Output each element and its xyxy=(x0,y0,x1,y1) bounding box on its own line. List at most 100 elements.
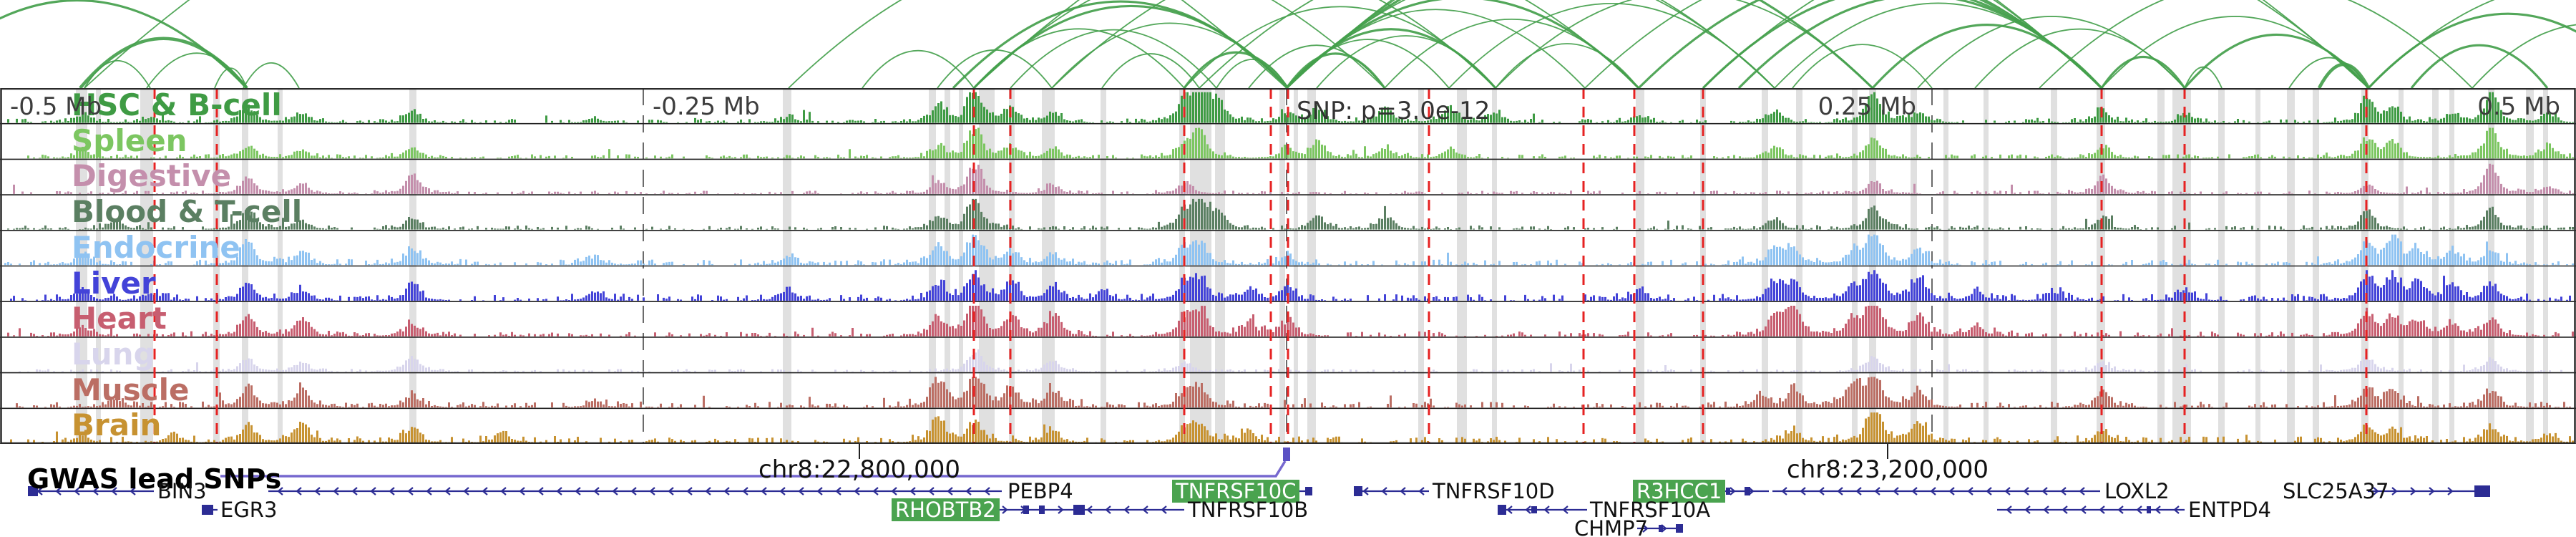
signal-tracks-area: HSC & B-cell Spleen Digestive Blood & T-cel… xyxy=(0,88,2576,444)
strand-arrow-icon xyxy=(556,487,562,495)
interaction-arc xyxy=(1286,0,2102,88)
strand-arrow-icon xyxy=(277,487,283,495)
interaction-arc xyxy=(79,37,248,88)
interaction-arc xyxy=(1495,0,1873,88)
strand-arrow-icon xyxy=(2079,487,2085,495)
strand-arrow-icon xyxy=(668,487,674,495)
strand-arrow-icon xyxy=(816,487,823,495)
strand-arrow-icon xyxy=(1562,505,1568,514)
gene-label-r3hcc1: R3HCC1 xyxy=(1633,480,1726,503)
strand-arrow-icon xyxy=(351,487,358,495)
axis-label: 0.25 Mb xyxy=(1818,92,1916,121)
interaction-arc xyxy=(1216,59,1289,88)
strand-arrow-icon xyxy=(1381,487,1387,495)
interaction-arc xyxy=(2183,34,2370,88)
interaction-arc xyxy=(788,0,1385,88)
gene-label-rhobtb2: RHOBTB2 xyxy=(892,498,1000,521)
interaction-arc xyxy=(2368,0,2495,88)
interaction-arc xyxy=(1792,44,1933,88)
gwas-snp-marker xyxy=(1283,448,1290,461)
strand-arrow-icon xyxy=(965,487,972,495)
gene-exon-box xyxy=(1073,505,1080,515)
strand-arrow-icon xyxy=(333,487,339,495)
strand-arrow-icon xyxy=(779,487,786,495)
strand-arrow-icon xyxy=(1818,487,1825,495)
interaction-arc xyxy=(862,49,975,88)
strand-arrow-icon xyxy=(1418,487,1425,495)
strand-arrow-icon xyxy=(2136,505,2142,514)
interaction-arc xyxy=(973,0,1496,88)
gene-exon-box xyxy=(28,486,38,496)
interaction-arc xyxy=(1286,0,2369,88)
gene-exon-box xyxy=(1659,525,1663,532)
strand-arrow-icon xyxy=(1800,487,1806,495)
strand-arrow-icon xyxy=(2099,505,2105,514)
strand-arrow-icon xyxy=(1893,487,1899,495)
interaction-arc xyxy=(1010,29,1217,88)
interaction-arc xyxy=(2039,0,2473,88)
strand-arrow-icon xyxy=(1086,505,1093,514)
strand-arrow-icon xyxy=(1123,505,1130,514)
strand-arrow-icon xyxy=(1729,487,1736,495)
gene-exon-box xyxy=(1531,506,1537,513)
strand-arrow-icon xyxy=(1002,505,1008,514)
strand-arrow-icon xyxy=(444,487,451,495)
gene-label-egr3: EGR3 xyxy=(220,498,278,522)
strand-arrow-icon xyxy=(947,487,953,495)
track-label-hsc-b-cell: HSC & B-cell xyxy=(72,87,282,122)
strand-arrow-icon xyxy=(2173,505,2180,514)
strand-arrow-icon xyxy=(630,487,637,495)
interaction-arc xyxy=(1448,3,1775,88)
gene-label-tnfrsf10c: TNFRSF10C xyxy=(1172,480,1300,503)
track-label-lung: Lung xyxy=(72,336,155,372)
gene-exon-box xyxy=(1676,524,1683,533)
strand-arrow-icon xyxy=(705,487,711,495)
signal-track-hsc-b-cell xyxy=(7,92,2574,123)
strand-arrow-icon xyxy=(1161,505,1167,514)
strand-arrow-icon xyxy=(854,487,860,495)
strand-arrow-icon xyxy=(92,487,99,495)
strand-arrow-icon xyxy=(1142,505,1148,514)
strand-arrow-icon xyxy=(537,487,544,495)
strand-arrow-icon xyxy=(2117,505,2124,514)
coordinate-label: chr8:23,200,000 xyxy=(1787,455,1989,484)
interaction-arc xyxy=(1637,0,2103,88)
strand-arrow-icon xyxy=(1525,505,1531,514)
strand-arrow-icon xyxy=(389,487,395,495)
track-label-heart: Heart xyxy=(72,301,167,337)
signal-track-brain xyxy=(4,412,2574,443)
strand-arrow-icon xyxy=(872,487,879,495)
strand-arrow-icon xyxy=(370,487,376,495)
strand-arrow-icon xyxy=(130,487,136,495)
strand-arrow-icon xyxy=(74,487,80,495)
track-label-spleen: Spleen xyxy=(72,122,187,158)
strand-arrow-icon xyxy=(463,487,469,495)
interaction-arc xyxy=(84,60,151,88)
strand-arrow-icon xyxy=(2062,505,2068,514)
strand-arrow-icon xyxy=(909,487,916,495)
strand-arrow-icon xyxy=(500,487,507,495)
strand-arrow-icon xyxy=(2429,487,2435,495)
signal-track-heart xyxy=(7,306,2574,337)
strand-arrow-icon xyxy=(1874,487,1880,495)
interaction-arc xyxy=(1871,24,2103,88)
interaction-arc xyxy=(1286,0,1775,88)
axis-label: 0.5 Mb xyxy=(2477,92,2560,121)
gene-exon-box xyxy=(1039,505,1045,514)
gene-exon-box xyxy=(1078,505,1085,515)
coordinate-label: chr8:22,800,000 xyxy=(758,455,960,484)
track-label-digestive: Digestive xyxy=(72,158,232,194)
interaction-arc xyxy=(1101,53,1200,88)
strand-arrow-icon xyxy=(1967,487,1974,495)
gwas-pointer-line xyxy=(220,460,1287,478)
strand-arrow-icon xyxy=(928,487,935,495)
strand-arrow-icon xyxy=(723,487,730,495)
interaction-arc xyxy=(214,67,248,88)
gene-annotation-area: chr8:22,800,000 chr8:23,200,000 GWAS lead… xyxy=(0,444,2576,537)
strand-arrow-icon xyxy=(2447,487,2454,495)
strand-arrow-icon xyxy=(798,487,804,495)
strand-arrow-icon xyxy=(593,487,600,495)
interaction-arc xyxy=(1285,52,1386,88)
interaction-arc xyxy=(84,0,1287,88)
strand-arrow-icon xyxy=(1948,487,1955,495)
